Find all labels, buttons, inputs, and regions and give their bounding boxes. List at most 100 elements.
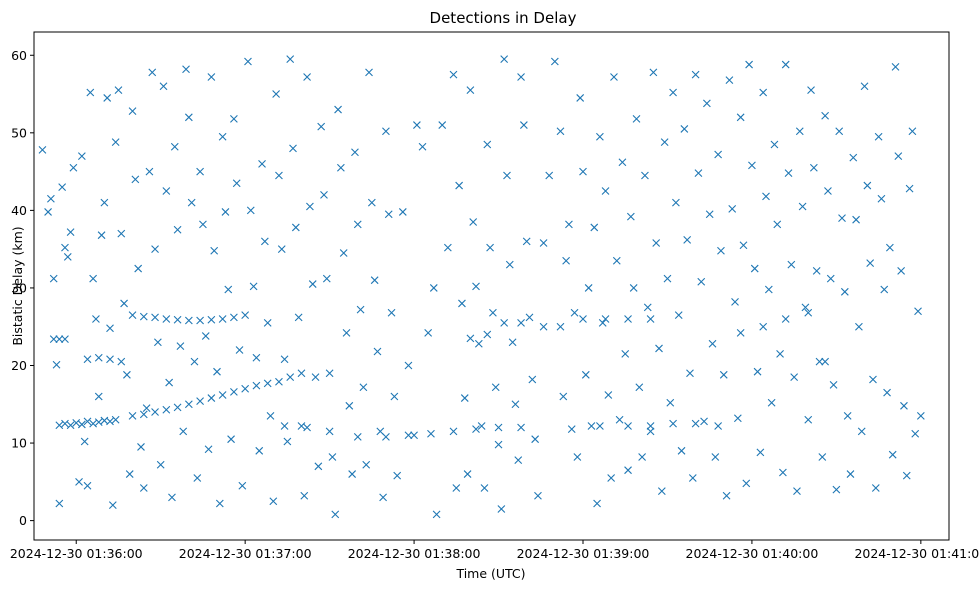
y-tick-label: 40	[11, 203, 27, 218]
data-point-marker	[517, 318, 525, 327]
data-point-marker	[159, 82, 168, 91]
data-point-marker	[604, 391, 613, 399]
data-point-marker	[911, 429, 920, 438]
data-point-marker	[80, 437, 89, 446]
data-point-marker	[58, 183, 67, 192]
data-point-marker	[311, 373, 320, 382]
data-point-marker	[694, 169, 703, 178]
data-point-marker	[432, 510, 441, 519]
data-point-marker	[106, 417, 114, 426]
data-point-marker	[300, 491, 309, 500]
data-point-marker	[97, 231, 106, 240]
data-point-marker	[424, 329, 433, 337]
data-point-marker	[562, 256, 570, 265]
data-point-marker	[63, 253, 72, 261]
data-point-marker	[691, 419, 700, 428]
y-axis-ticks: 0 10 20 30 40 50 60	[11, 48, 34, 528]
data-point-marker	[196, 167, 204, 176]
data-point-marker	[660, 138, 669, 147]
data-point-marker	[624, 315, 632, 323]
data-point-marker	[804, 415, 813, 424]
data-point-marker	[297, 369, 306, 378]
data-point-marker	[289, 144, 297, 153]
data-point-marker	[106, 355, 114, 364]
data-point-marker	[669, 88, 677, 97]
data-point-marker	[455, 181, 464, 190]
data-point-marker	[815, 357, 824, 366]
data-point-marker	[325, 427, 334, 436]
data-point-marker	[94, 353, 103, 362]
data-point-marker	[108, 501, 117, 509]
data-point-marker	[514, 456, 523, 465]
data-point-marker	[156, 460, 165, 469]
data-point-marker	[120, 299, 128, 308]
data-point-marker	[280, 355, 289, 364]
data-point-marker	[849, 153, 858, 162]
data-point-marker	[207, 315, 216, 324]
data-point-marker	[139, 312, 148, 321]
data-point-marker	[303, 423, 311, 432]
data-point-marker	[196, 397, 204, 406]
data-point-marker	[345, 401, 354, 410]
data-point-marker	[866, 259, 875, 268]
data-point-marker	[829, 380, 838, 389]
data-point-marker	[702, 99, 711, 108]
data-point-marker	[742, 479, 751, 488]
data-point-marker	[626, 212, 635, 221]
data-point-marker	[134, 264, 143, 273]
data-point-marker	[362, 460, 371, 469]
data-point-marker	[779, 468, 787, 477]
data-point-marker	[539, 322, 548, 331]
data-point-marker	[398, 208, 407, 216]
data-point-marker	[280, 422, 289, 430]
data-point-marker	[826, 274, 835, 283]
data-point-marker	[539, 239, 548, 247]
data-point-marker	[224, 285, 233, 294]
data-point-marker	[427, 429, 435, 438]
data-point-marker	[61, 335, 69, 344]
x-tick-label: 2024-12-30 01:41:00	[854, 546, 979, 561]
data-point-marker	[759, 88, 768, 97]
data-point-marker	[781, 60, 790, 69]
data-point-marker	[714, 150, 723, 159]
data-point-marker	[593, 499, 601, 508]
data-point-marker	[201, 332, 210, 340]
data-point-marker	[725, 76, 734, 84]
data-point-marker	[379, 493, 387, 502]
data-point-marker	[731, 298, 739, 306]
data-point-marker	[657, 487, 666, 496]
data-point-marker	[275, 171, 283, 180]
data-point-marker	[320, 190, 328, 199]
data-point-marker	[44, 208, 52, 216]
data-point-marker	[297, 422, 306, 430]
data-point-marker	[781, 315, 790, 323]
data-point-marker	[517, 73, 525, 81]
data-point-marker	[334, 105, 342, 114]
data-point-marker	[131, 175, 140, 184]
data-point-marker	[612, 256, 621, 265]
y-tick-label: 60	[11, 48, 27, 63]
data-point-marker	[286, 55, 295, 64]
data-point-marker	[339, 249, 348, 257]
data-point-marker	[252, 381, 261, 390]
y-tick-label: 0	[19, 513, 27, 528]
data-point-marker	[897, 266, 906, 275]
data-point-marker	[382, 432, 390, 441]
data-point-marker	[798, 202, 807, 211]
data-point-marker	[168, 493, 176, 502]
data-point-marker	[460, 394, 469, 402]
data-point-marker	[871, 484, 880, 492]
data-point-marker	[232, 179, 241, 188]
data-point-marker	[877, 194, 886, 203]
data-point-marker	[359, 383, 368, 392]
data-point-marker	[863, 181, 872, 190]
data-point-marker	[838, 214, 846, 223]
plot-frame	[33, 31, 950, 541]
data-point-marker	[686, 369, 694, 378]
data-point-marker	[556, 127, 565, 136]
data-point-marker	[139, 410, 148, 419]
data-point-marker	[697, 277, 706, 286]
data-point-marker	[528, 375, 537, 384]
data-point-marker	[162, 405, 171, 414]
x-tick-label: 2024-12-30 01:38:00	[348, 546, 481, 561]
